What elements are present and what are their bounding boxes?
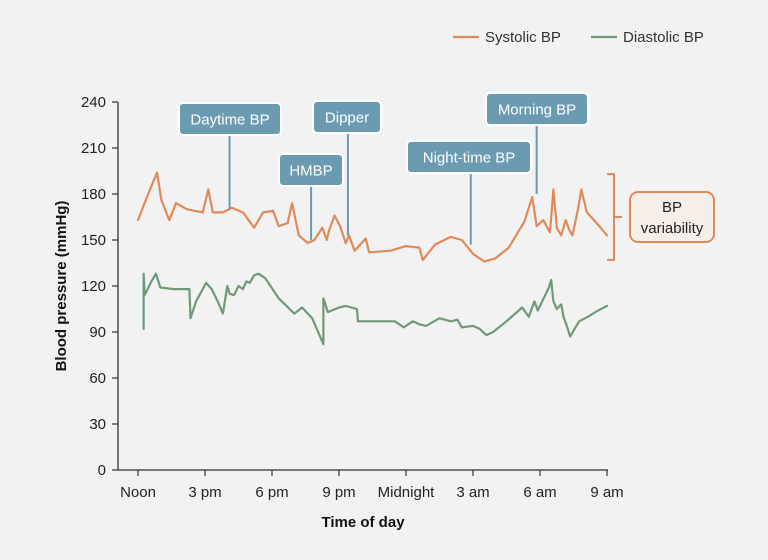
- legend-diastolic-label: Diastolic BP: [623, 29, 704, 46]
- annotation-box: [278, 153, 344, 187]
- annotation-label: Dipper: [325, 110, 369, 127]
- variability-bracket: [607, 173, 622, 261]
- y-tick-label: 90: [89, 324, 106, 341]
- annotation-box: [312, 100, 382, 134]
- annotation-box: [485, 92, 589, 126]
- y-tick-label: 30: [89, 416, 106, 433]
- x-tick-label: 3 pm: [188, 484, 221, 501]
- variability-label-line1: BP: [662, 199, 682, 216]
- annotation-layer: Daytime BP HMBP Dipper Night-time BP Morning…: [178, 92, 589, 245]
- annotation-label: Morning BP: [498, 102, 576, 119]
- x-tick-label: 3 am: [456, 484, 489, 501]
- x-tick-label: Midnight: [378, 484, 436, 501]
- y-tick-label: 120: [81, 278, 106, 295]
- x-tick-label: 6 am: [523, 484, 556, 501]
- x-ticks: Noon 3 pm 6 pm 9 pm Midnight 3 am 6 am 9 am: [120, 470, 624, 501]
- y-tick-label: 150: [81, 232, 106, 249]
- annotation-box: [178, 102, 282, 136]
- y-axis-title: Blood pressure (mmHg): [53, 201, 70, 372]
- annotation-label: Night-time BP: [423, 150, 516, 167]
- y-ticks: 0 30 60 90 120 150 180 210 240: [81, 94, 118, 479]
- y-tick-label: 180: [81, 186, 106, 203]
- series-layer: [136, 171, 609, 346]
- y-tick-label: 210: [81, 140, 106, 157]
- bp-variability-note: BP variability: [607, 173, 715, 261]
- y-tick-label: 0: [98, 462, 106, 479]
- legend-systolic-label: Systolic BP: [485, 29, 561, 46]
- y-tick-label: 60: [89, 370, 106, 387]
- y-tick-label: 240: [81, 94, 106, 111]
- x-tick-label: 6 pm: [255, 484, 288, 501]
- annotation-box: [406, 140, 532, 174]
- legend: Systolic BP Diastolic BP: [453, 29, 704, 46]
- variability-label-box: [629, 191, 715, 243]
- annotation-label: Daytime BP: [190, 112, 269, 129]
- x-tick-label: 9 pm: [322, 484, 355, 501]
- x-axis-title: Time of day: [321, 514, 405, 531]
- variability-label-line2: variability: [641, 220, 704, 237]
- x-tick-label: Noon: [120, 484, 156, 501]
- annotation-label: HMBP: [289, 163, 332, 180]
- axes: [117, 102, 608, 471]
- diastolic-series-line: [142, 272, 609, 346]
- systolic-series-line: [136, 171, 609, 263]
- x-tick-label: 9 am: [590, 484, 623, 501]
